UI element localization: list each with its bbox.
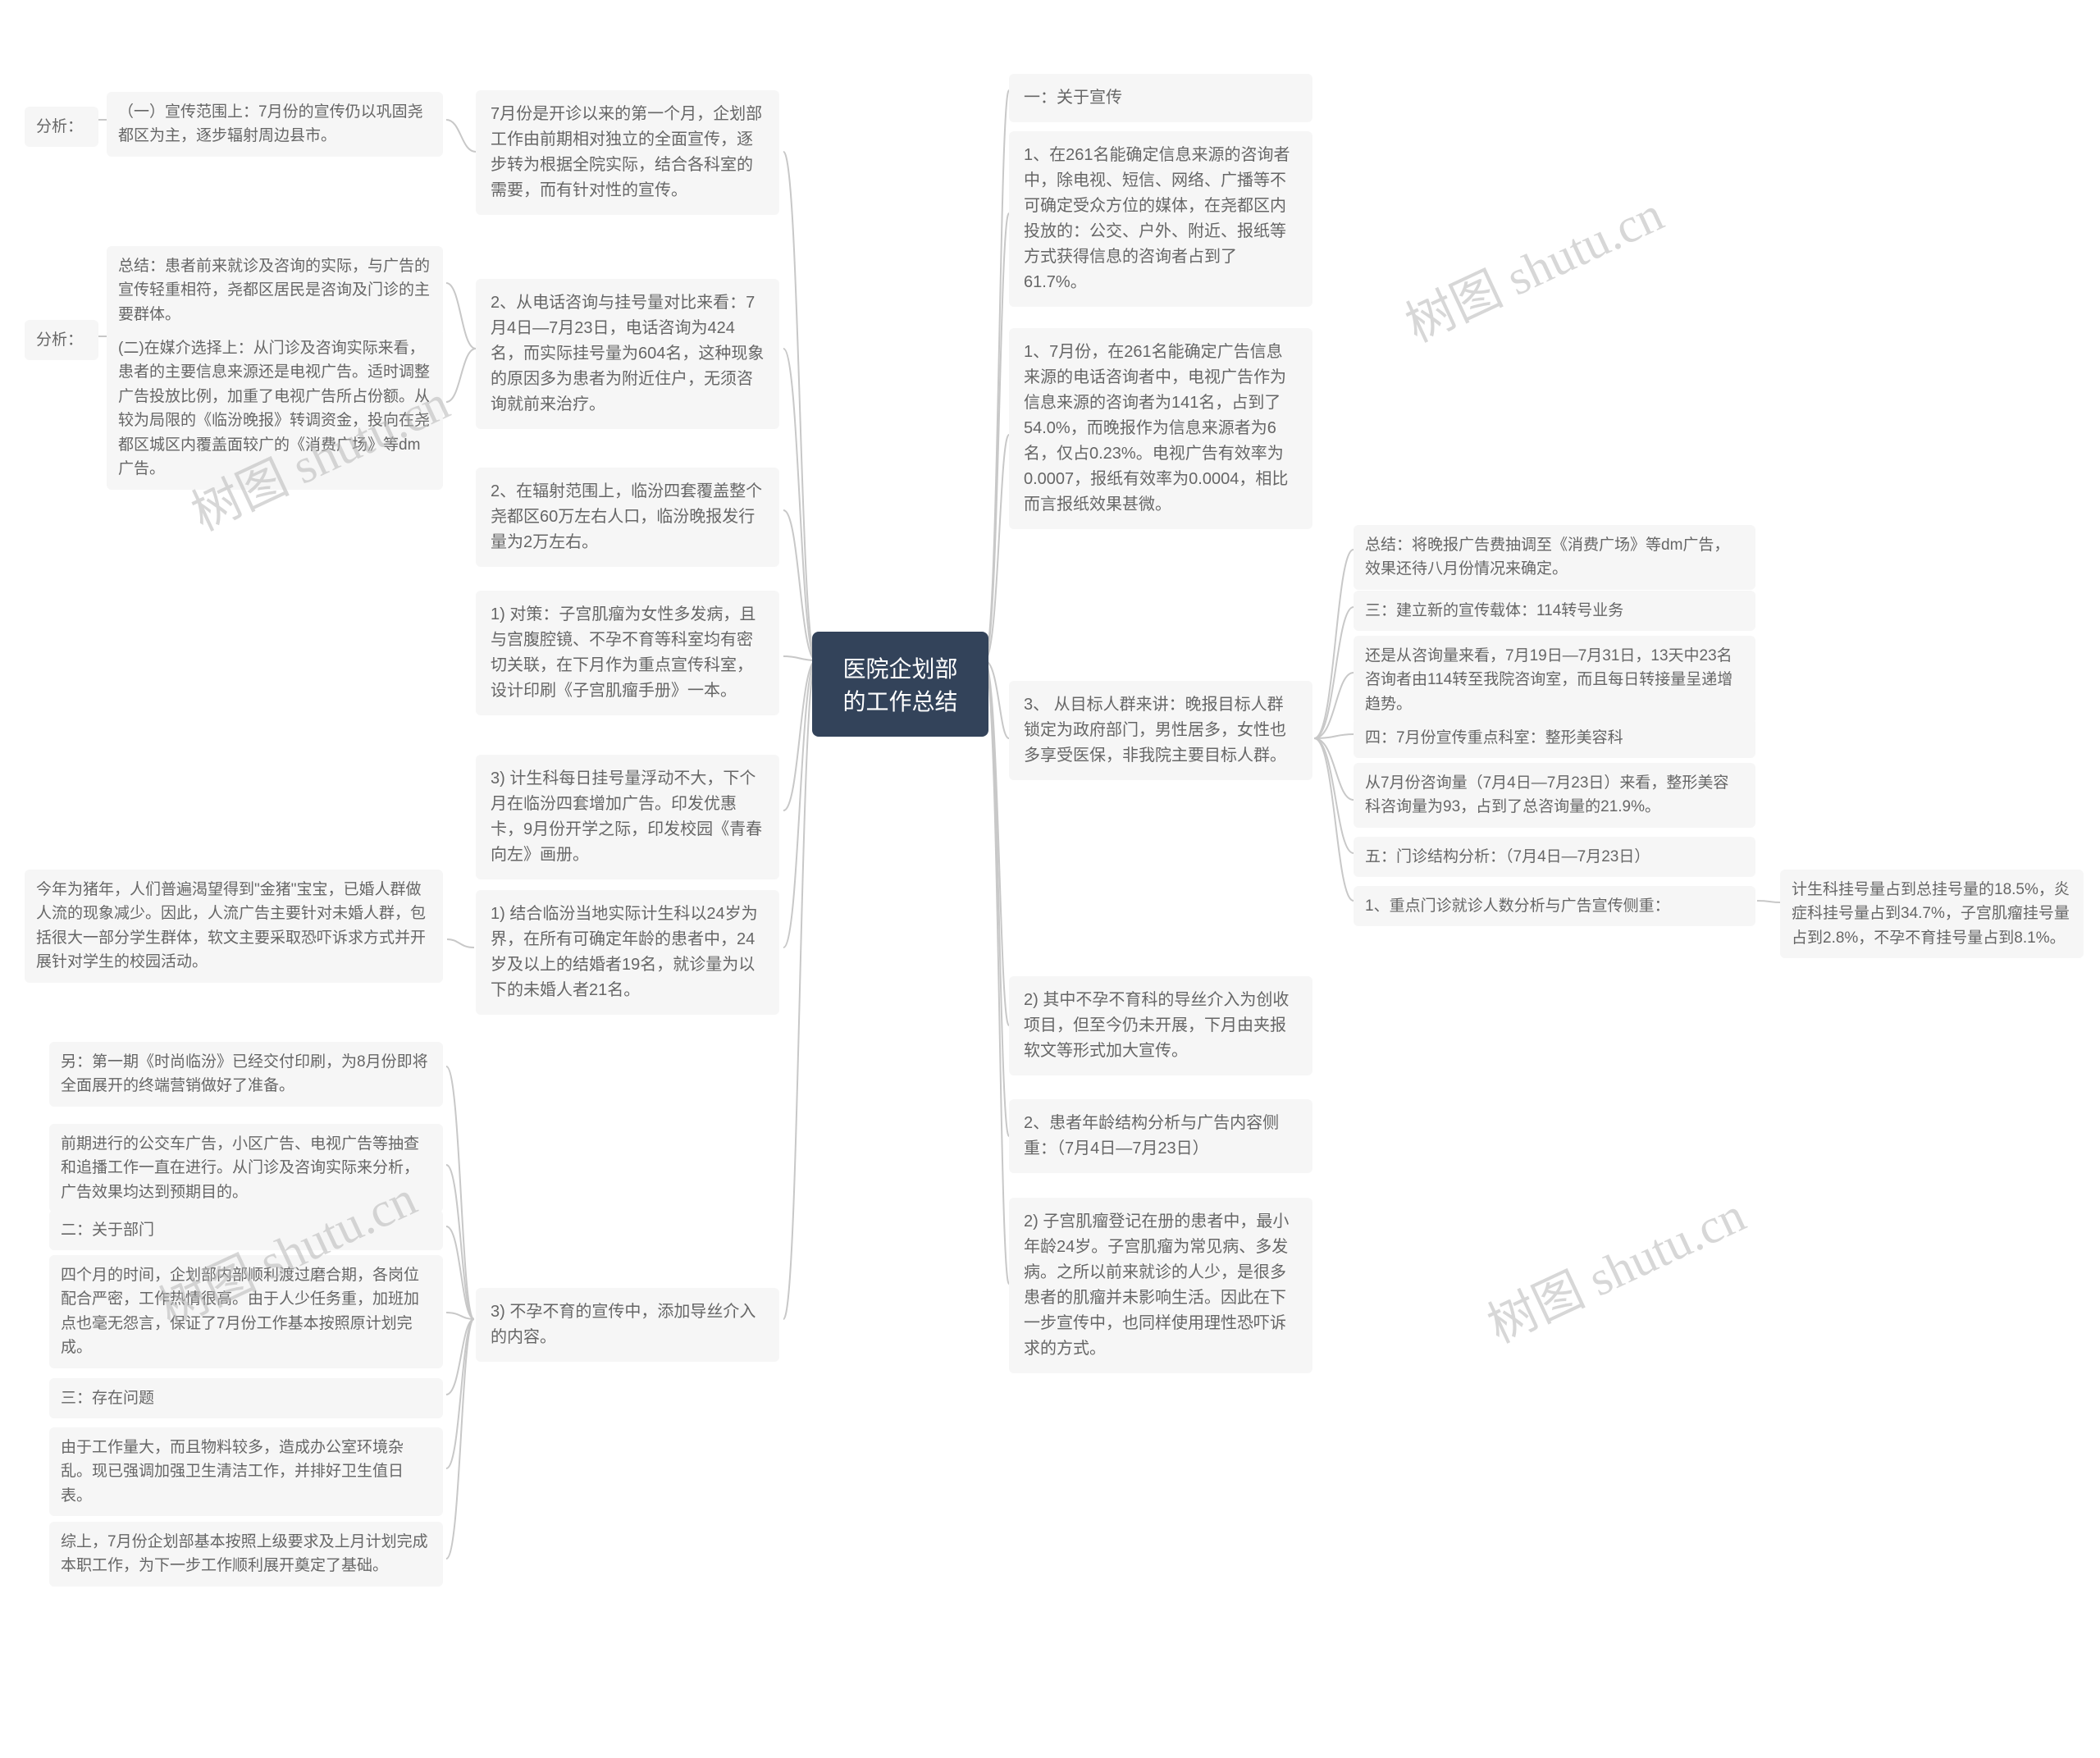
node-r2: 1、在261名能确定信息来源的咨询者中，除电视、短信、网络、广播等不可确定受众方…	[1009, 131, 1312, 307]
node-l7e: 三：存在问题	[49, 1378, 443, 1418]
node-text: 还是从咨询量来看，7月19日—7月31日，13天中23名咨询者由114转至我院咨…	[1365, 647, 1732, 713]
node-text: 2) 子宫肌瘤登记在册的患者中，最小年龄24岁。子宫肌瘤为常见病、多发病。之所以…	[1024, 1212, 1289, 1358]
node-l7d: 四个月的时间，企划部内部顺利渡过磨合期，各岗位配合严密，工作热情很高。由于人少任…	[49, 1255, 443, 1368]
node-r4d: 四：7月份宣传重点科室：整形美容科	[1354, 718, 1755, 758]
node-l2a: 总结：患者前来就诊及咨询的实际，与广告的宣传轻重相符，尧都区居民是咨询及门诊的主…	[107, 246, 443, 335]
node-text: 分析：	[36, 118, 83, 135]
node-l2a-label: 分析：	[25, 320, 98, 360]
node-r4e: 从7月份咨询量（7月4日—7月23日）来看，整形美容科咨询量为93，占到了总咨询…	[1354, 763, 1755, 828]
node-text: 前期进行的公交车广告，小区广告、电视广告等抽查和追播工作一直在进行。从门诊及咨询…	[61, 1135, 419, 1201]
node-text: 3、 从目标人群来讲：晚报目标人群锁定为政府部门，男性居多，女性也多享受医保，非…	[1024, 696, 1286, 765]
node-text: 2、从电话咨询与挂号量对比来看：7月4日—7月23日，电话咨询为424名，而实际…	[491, 294, 764, 413]
node-text: 总结：患者前来就诊及咨询的实际，与广告的宣传轻重相符，尧都区居民是咨询及门诊的主…	[118, 258, 430, 323]
node-text: 四个月的时间，企划部内部顺利渡过磨合期，各岗位配合严密，工作热情很高。由于人少任…	[61, 1267, 419, 1356]
node-text: 总结：将晚报广告费抽调至《消费广场》等dm广告，效果还待八月份情况来确定。	[1365, 537, 1729, 578]
node-text: 2) 其中不孕不育科的导丝介入为创收项目，但至今仍未开展，下月由夹报软文等形式加…	[1024, 991, 1289, 1060]
node-text: 五：门诊结构分析：（7月4日—7月23日）	[1365, 848, 1650, 865]
node-r4b: 三：建立新的宣传载体：114转号业务	[1354, 591, 1755, 631]
node-l1a-label: 分析：	[25, 107, 98, 147]
node-text: 2、在辐射范围上，临汾四套覆盖整个尧都区60万左右人口，临汾晚报发行量为2万左右…	[491, 482, 762, 551]
node-l4: 1) 对策：子宫肌瘤为女性多发病，且与宫腹腔镜、不孕不育等科室均有密切关联，在下…	[476, 591, 779, 715]
node-l2: 2、从电话咨询与挂号量对比来看：7月4日—7月23日，电话咨询为424名，而实际…	[476, 279, 779, 429]
node-text: 三：建立新的宣传载体：114转号业务	[1365, 602, 1623, 619]
node-text: 从7月份咨询量（7月4日—7月23日）来看，整形美容科咨询量为93，占到了总咨询…	[1365, 774, 1728, 815]
node-text: 综上，7月份企划部基本按照上级要求及上月计划完成本职工作，为下一步工作顺利展开奠…	[61, 1533, 428, 1574]
node-l3: 2、在辐射范围上，临汾四套覆盖整个尧都区60万左右人口，临汾晚报发行量为2万左右…	[476, 468, 779, 567]
node-l5: 3) 计生科每日挂号量浮动不大，下个月在临汾四套增加广告。印发优惠卡，9月份开学…	[476, 755, 779, 879]
node-r4f: 五：门诊结构分析：（7月4日—7月23日）	[1354, 837, 1755, 877]
watermark: 树图 shutu.cn	[1392, 175, 1673, 356]
watermark: 树图 shutu.cn	[1474, 1176, 1755, 1357]
node-text: (二)在媒介选择上：从门诊及咨询实际来看，患者的主要信息来源还是电视广告。适时调…	[118, 340, 430, 477]
node-l7c: 二：关于部门	[49, 1210, 443, 1250]
node-text: 1、7月份，在261名能确定广告信息来源的电话咨询者中，电视广告作为信息来源的咨…	[1024, 343, 1288, 514]
node-l2b: (二)在媒介选择上：从门诊及咨询实际来看，患者的主要信息来源还是电视广告。适时调…	[107, 328, 443, 490]
node-l7: 3) 不孕不育的宣传中，添加导丝介入的内容。	[476, 1288, 779, 1362]
node-l7b: 前期进行的公交车广告，小区广告、电视广告等抽查和追播工作一直在进行。从门诊及咨询…	[49, 1124, 443, 1212]
node-text: 3) 计生科每日挂号量浮动不大，下个月在临汾四套增加广告。印发优惠卡，9月份开学…	[491, 769, 762, 864]
node-text: 由于工作量大，而且物料较多，造成办公室环境杂乱。现已强调加强卫生清洁工作，并排好…	[61, 1439, 404, 1505]
node-text: 1) 结合临汾当地实际计生科以24岁为界，在所有可确定年龄的患者中，24岁及以上…	[491, 905, 758, 999]
node-l7f: 由于工作量大，而且物料较多，造成办公室环境杂乱。现已强调加强卫生清洁工作，并排好…	[49, 1427, 443, 1516]
node-text: 二：关于部门	[61, 1221, 154, 1239]
root-label: 医院企划部的工作总结	[842, 656, 957, 715]
node-r4g1: 计生科挂号量占到总挂号量的18.5%，炎症科挂号量占到34.7%，子宫肌瘤挂号量…	[1780, 870, 2084, 958]
node-r4g: 1、重点门诊就诊人数分析与广告宣传侧重：	[1354, 886, 1755, 926]
node-text: 1、在261名能确定信息来源的咨询者中，除电视、短信、网络、广播等不可确定受众方…	[1024, 146, 1290, 291]
node-r4a: 总结：将晚报广告费抽调至《消费广场》等dm广告，效果还待八月份情况来确定。	[1354, 525, 1755, 590]
node-text: 3) 不孕不育的宣传中，添加导丝介入的内容。	[491, 1303, 756, 1346]
node-r5: 2) 其中不孕不育科的导丝介入为创收项目，但至今仍未开展，下月由夹报软文等形式加…	[1009, 976, 1312, 1075]
node-r4: 3、 从目标人群来讲：晚报目标人群锁定为政府部门，男性居多，女性也多享受医保，非…	[1009, 681, 1312, 780]
node-r7: 2) 子宫肌瘤登记在册的患者中，最小年龄24岁。子宫肌瘤为常见病、多发病。之所以…	[1009, 1198, 1312, 1373]
watermark-text: 树图 shutu.cn	[1480, 1187, 1753, 1353]
node-r4c: 还是从咨询量来看，7月19日—7月31日，13天中23名咨询者由114转至我院咨…	[1354, 636, 1755, 724]
node-l6: 1) 结合临汾当地实际计生科以24岁为界，在所有可确定年龄的患者中，24岁及以上…	[476, 890, 779, 1015]
node-text: 一：关于宣传	[1024, 89, 1122, 107]
node-l6a: 今年为猪年，人们普遍渴望得到"金猪"宝宝，已婚人群做人流的现象减少。因此，人流广…	[25, 870, 443, 983]
node-l7g: 综上，7月份企划部基本按照上级要求及上月计划完成本职工作，为下一步工作顺利展开奠…	[49, 1522, 443, 1587]
node-r1: 一：关于宣传	[1009, 74, 1312, 122]
node-text: 7月份是开诊以来的第一个月，企划部工作由前期相对独立的全面宣传，逐步转为根据全院…	[491, 105, 762, 199]
node-text: 1) 对策：子宫肌瘤为女性多发病，且与宫腹腔镜、不孕不育等科室均有密切关联，在下…	[491, 605, 756, 700]
node-l7a: 另：第一期《时尚临汾》已经交付印刷，为8月份即将全面展开的终端营销做好了准备。	[49, 1042, 443, 1107]
node-text: 分析：	[36, 331, 83, 349]
node-l1a: （一）宣传范围上：7月份的宣传仍以巩固尧都区为主，逐步辐射周边县市。	[107, 92, 443, 157]
node-text: （一）宣传范围上：7月份的宣传仍以巩固尧都区为主，逐步辐射周边县市。	[118, 103, 423, 144]
node-text: 今年为猪年，人们普遍渴望得到"金猪"宝宝，已婚人群做人流的现象减少。因此，人流广…	[36, 881, 426, 970]
node-text: 另：第一期《时尚临汾》已经交付印刷，为8月份即将全面展开的终端营销做好了准备。	[61, 1053, 428, 1094]
watermark-text: 树图 shutu.cn	[1398, 186, 1671, 352]
node-text: 四：7月份宣传重点科室：整形美容科	[1365, 729, 1623, 747]
root-node: 医院企划部的工作总结	[812, 632, 988, 737]
node-text: 计生科挂号量占到总挂号量的18.5%，炎症科挂号量占到34.7%，子宫肌瘤挂号量…	[1792, 881, 2070, 947]
node-text: 三：存在问题	[61, 1390, 154, 1407]
node-l1: 7月份是开诊以来的第一个月，企划部工作由前期相对独立的全面宣传，逐步转为根据全院…	[476, 90, 779, 215]
node-r3: 1、7月份，在261名能确定广告信息来源的电话咨询者中，电视广告作为信息来源的咨…	[1009, 328, 1312, 529]
node-text: 1、重点门诊就诊人数分析与广告宣传侧重：	[1365, 897, 1670, 915]
node-r6: 2、患者年龄结构分析与广告内容侧重：（7月4日—7月23日）	[1009, 1099, 1312, 1173]
node-text: 2、患者年龄结构分析与广告内容侧重：（7月4日—7月23日）	[1024, 1114, 1279, 1158]
